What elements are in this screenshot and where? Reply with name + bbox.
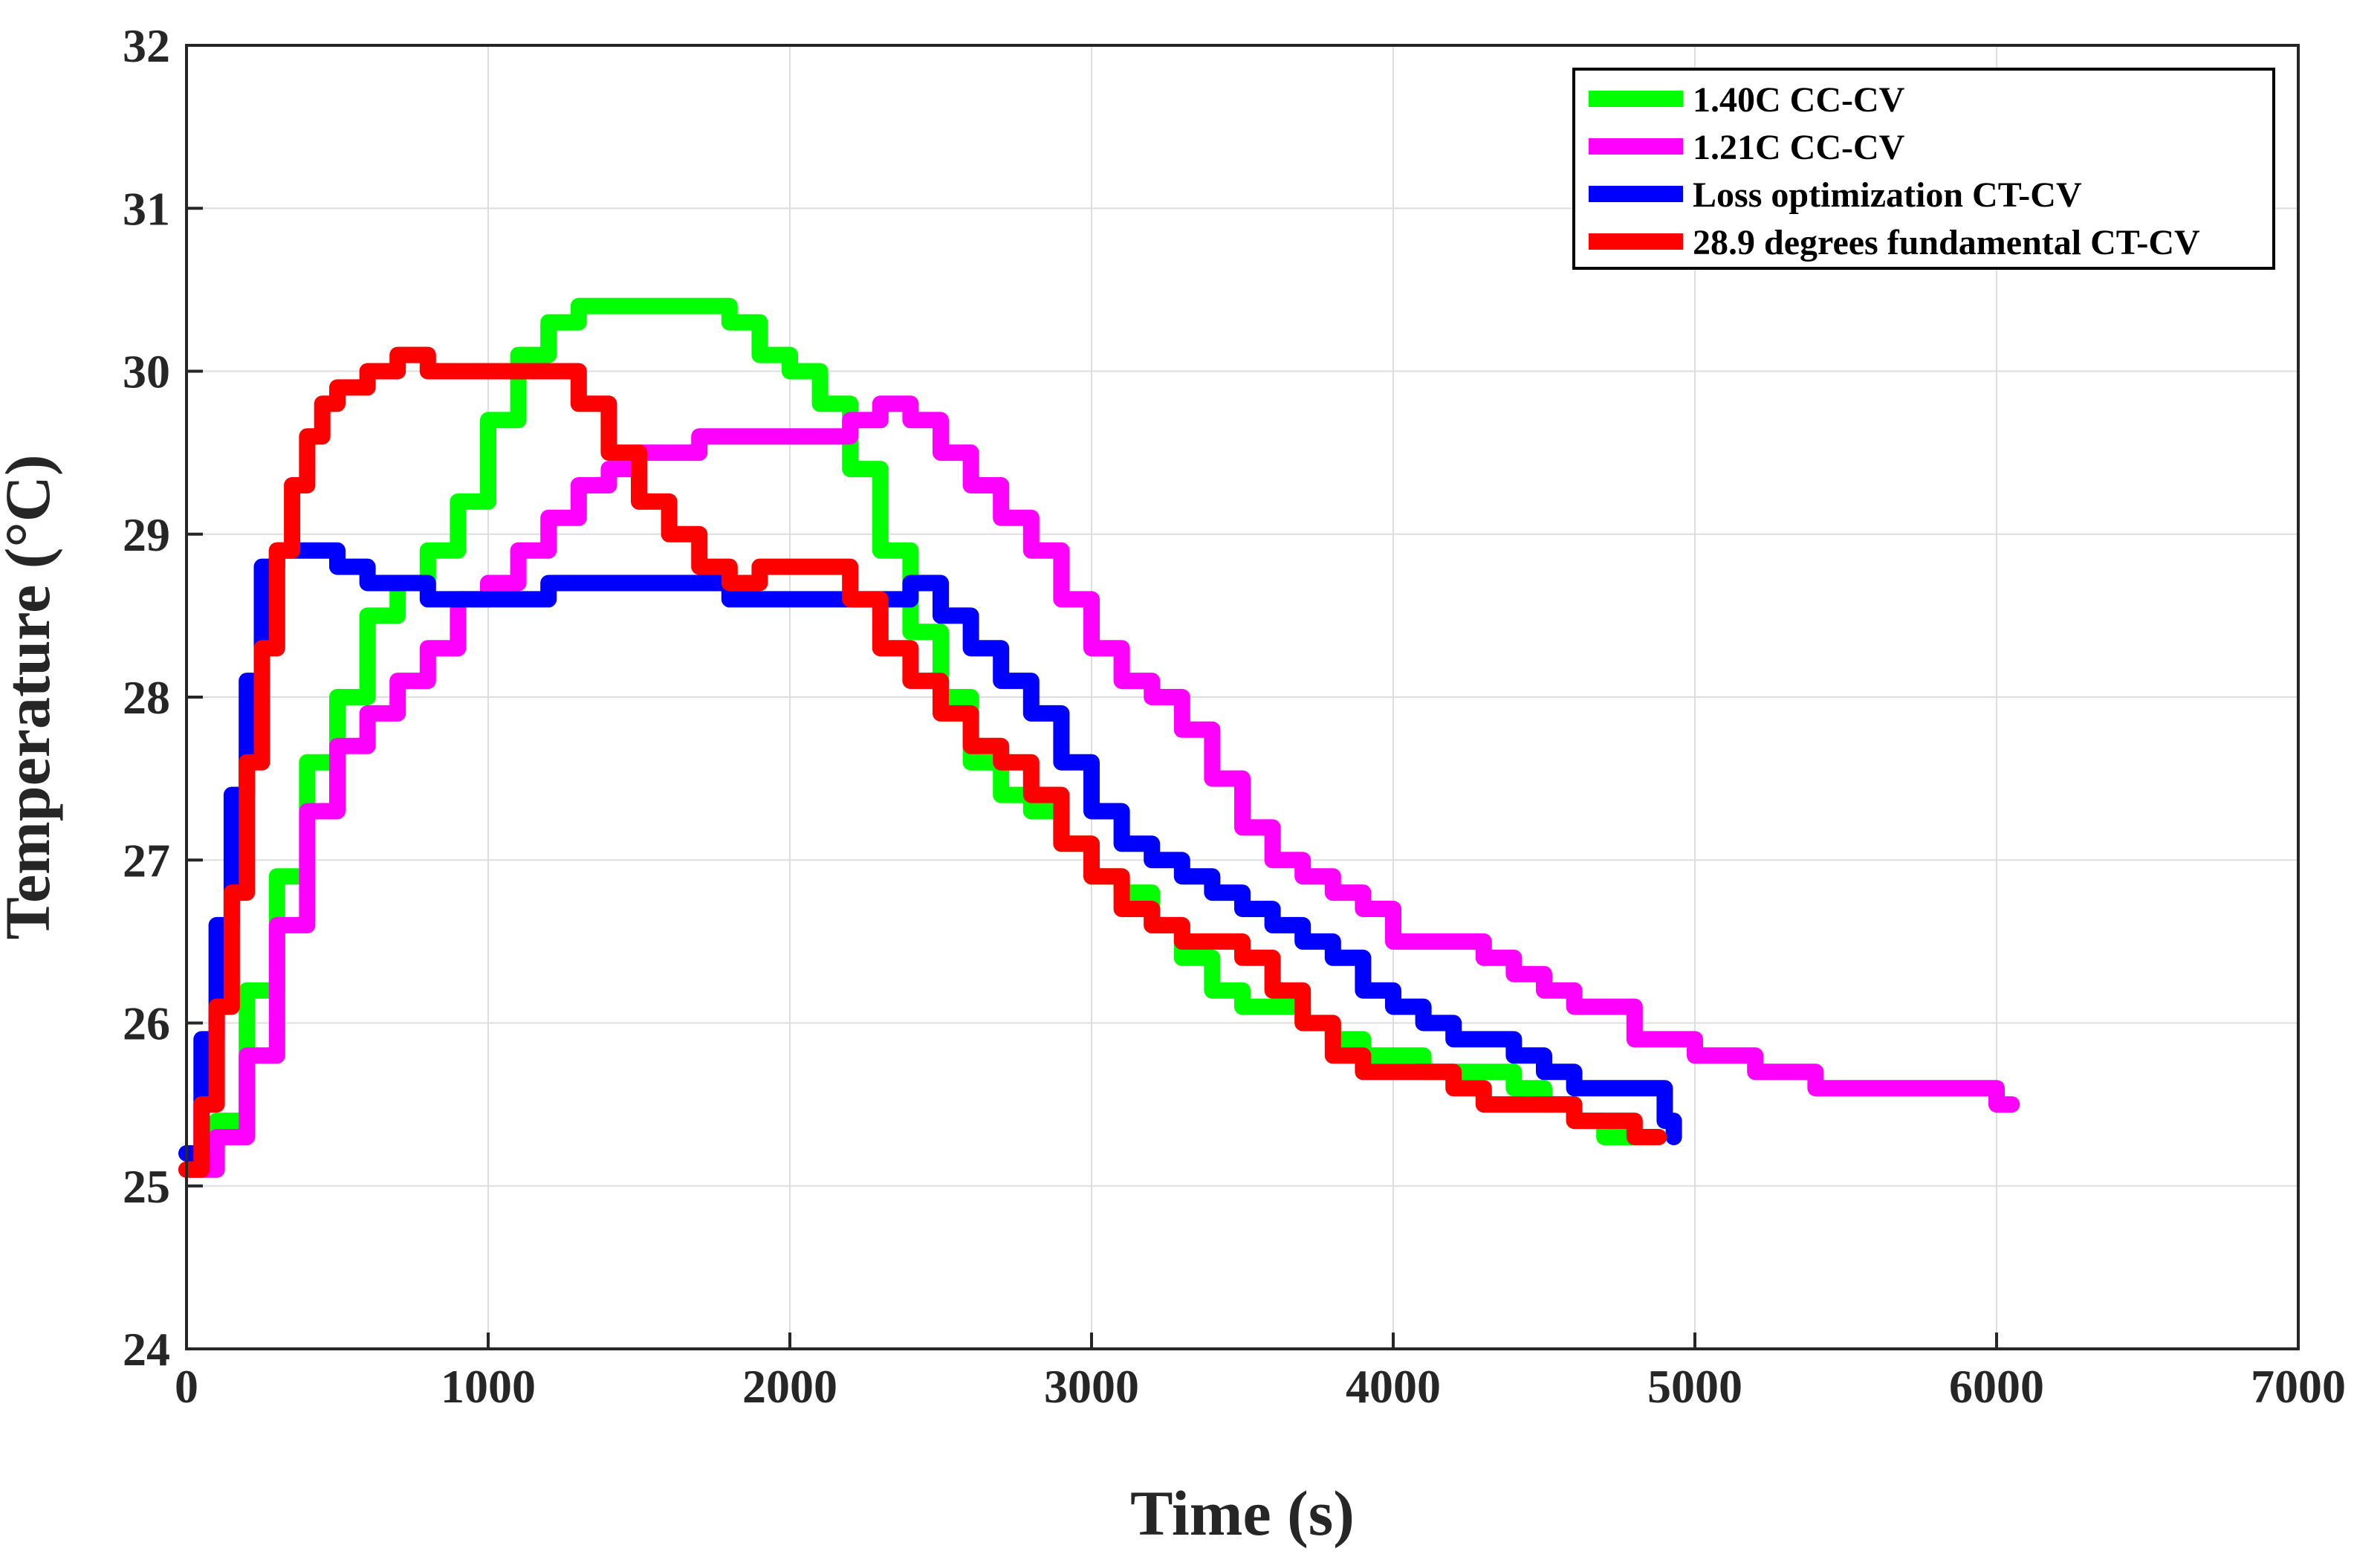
- y-tick-label: 29: [123, 508, 170, 561]
- x-tick-label: 4000: [1346, 1360, 1441, 1413]
- x-tick-label: 7000: [2251, 1360, 2346, 1413]
- x-axis-title: Time (s): [1130, 1477, 1355, 1549]
- y-tick-label: 24: [123, 1323, 170, 1376]
- y-tick-label: 32: [123, 19, 170, 72]
- y-tick-label: 30: [123, 346, 170, 398]
- y-tick-label: 27: [123, 834, 170, 887]
- legend-label-1-40c-cc-cv: 1.40C CC-CV: [1693, 80, 1905, 120]
- legend-label-loss-optimization-ct-cv: Loss optimization CT-CV: [1693, 175, 2082, 215]
- series-line-loss-optimization-ct-cv: [178, 542, 1682, 1162]
- y-tick-label: 25: [123, 1160, 170, 1213]
- x-tick-label: 2000: [742, 1360, 837, 1413]
- x-tick-label: 6000: [1949, 1360, 2044, 1413]
- y-axis-title: Temperature (°C): [0, 455, 63, 940]
- x-tick-label: 1000: [441, 1360, 536, 1413]
- y-tick-label: 28: [123, 671, 170, 724]
- x-tick-label: 0: [175, 1360, 198, 1413]
- legend-label-1-21c-cc-cv: 1.21C CC-CV: [1693, 128, 1905, 167]
- x-tick-label: 3000: [1044, 1360, 1139, 1413]
- x-axis-ticks: 0 1000 2000 3000 4000 5000 6000 7000: [175, 1333, 2346, 1413]
- series-line-1-21c-cc-cv: [178, 395, 2020, 1178]
- legend: 1.40C CC-CV 1.21C CC-CV Loss optimization …: [1572, 68, 2275, 270]
- horizontal-gridlines: [187, 207, 2298, 1187]
- series-line-28-9-degrees-fundamental-ct-cv: [178, 346, 1667, 1178]
- series-lines: [178, 297, 2020, 1178]
- legend-items: 1.40C CC-CV 1.21C CC-CV Loss optimization …: [1589, 80, 2200, 262]
- x-tick-label: 5000: [1647, 1360, 1742, 1413]
- legend-box: [1572, 68, 2275, 270]
- legend-label-28-9-degrees-fundamental-ct-cv: 28.9 degrees fundamental CT-CV: [1693, 223, 2200, 262]
- y-tick-label: 31: [123, 182, 170, 235]
- y-axis-ticks: 24 25 26 27 28 29 30 31 32: [123, 19, 203, 1376]
- y-tick-label: 26: [123, 997, 170, 1050]
